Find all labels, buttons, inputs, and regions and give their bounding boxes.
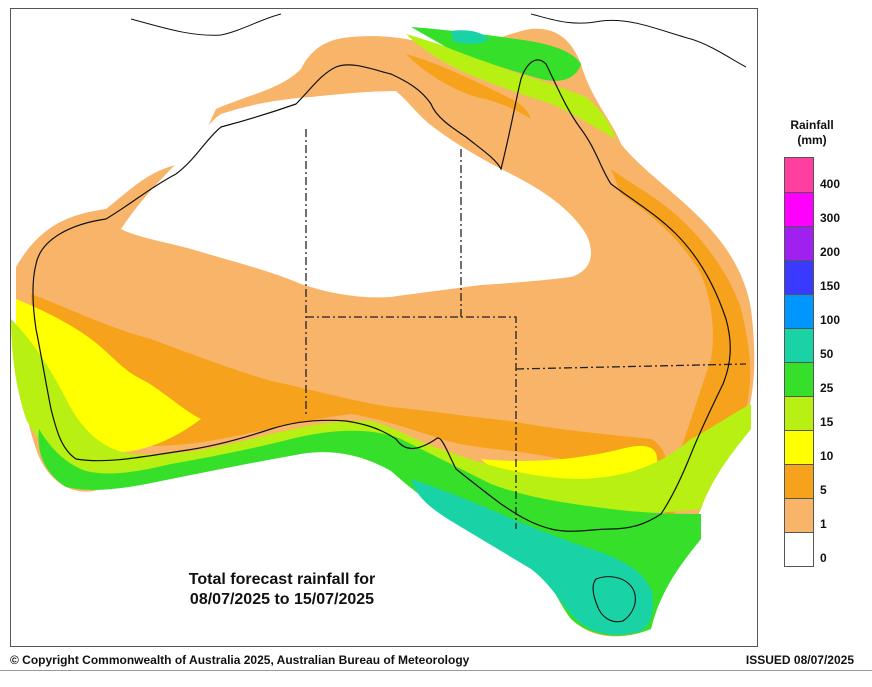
- rainfall-map: Total forecast rainfall for 08/07/2025 t…: [10, 8, 758, 647]
- coastline: [32, 59, 731, 532]
- zone-5mm-north: [406, 54, 531, 119]
- zone-15mm-north: [406, 34, 616, 139]
- zone-50mm-north: [451, 30, 489, 44]
- legend-title-line2: (mm): [797, 133, 827, 147]
- legend-swatch-10: [785, 430, 813, 464]
- footer-divider: [0, 670, 872, 671]
- legend-title-line1: Rainfall: [790, 118, 834, 132]
- legend-swatch-400: [785, 158, 813, 192]
- state-borders: [305, 129, 747, 529]
- png-coast: [130, 13, 747, 68]
- issued-date: ISSUED 08/07/2025: [745, 653, 854, 667]
- footer: © Copyright Commonwealth of Australia 20…: [10, 651, 862, 669]
- legend-label-200: 200: [820, 245, 841, 259]
- zone-50mm-tas: [583, 572, 643, 631]
- caption-line1: Total forecast rainfall for: [188, 571, 376, 588]
- copyright-text: © Copyright Commonwealth of Australia 20…: [10, 653, 470, 667]
- legend-title: Rainfall (mm): [770, 118, 854, 148]
- legend-swatch-300: [785, 192, 813, 226]
- legend-swatch-0: [785, 532, 813, 566]
- legend-swatch-200: [785, 226, 813, 260]
- legend-label-5: 5: [820, 483, 827, 497]
- legend-label-300: 300: [820, 211, 841, 225]
- caption-line2: 08/07/2025 to 15/07/2025: [189, 591, 375, 608]
- zone-0mm-interior: [121, 91, 591, 298]
- legend-swatch-100: [785, 294, 813, 328]
- legend-label-10: 10: [820, 449, 834, 463]
- legend-label-15: 15: [820, 415, 834, 429]
- legend-swatch-150: [785, 260, 813, 294]
- legend-swatch-1: [785, 498, 813, 532]
- map-caption: Total forecast rainfall for 08/07/2025 t…: [159, 570, 405, 610]
- legend-label-25: 25: [820, 381, 834, 395]
- zone-5mm-south: [31, 294, 668, 499]
- legend-label-1: 1: [820, 517, 827, 531]
- tasmania-outline: [592, 576, 636, 623]
- australia-rainfall-map-svg: [11, 13, 755, 637]
- legend-swatch-15: [785, 396, 813, 430]
- legend-label-50: 50: [820, 347, 834, 361]
- legend-label-0: 0: [820, 551, 827, 565]
- legend-label-400: 400: [820, 177, 841, 191]
- legend-label-100: 100: [820, 313, 841, 327]
- legend-swatch-50: [785, 328, 813, 362]
- legend-swatch-5: [785, 464, 813, 498]
- legend-label-150: 150: [820, 279, 841, 293]
- legend-color-bar: [784, 157, 814, 567]
- legend-swatch-25: [785, 362, 813, 396]
